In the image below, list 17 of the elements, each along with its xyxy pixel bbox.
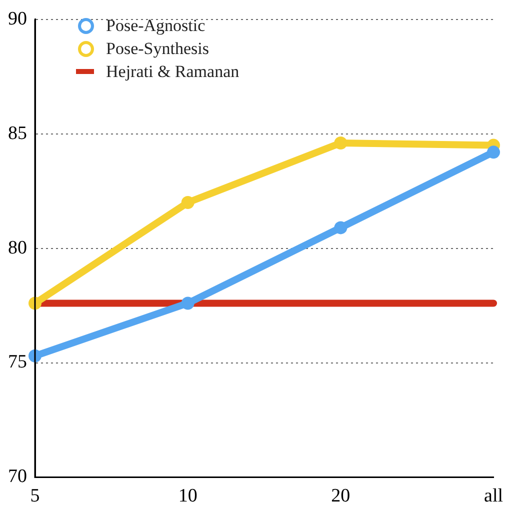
point	[181, 296, 194, 310]
x-tick-label: 20	[331, 486, 350, 507]
y-tick-label: 75	[8, 352, 27, 373]
legend-label: Pose-Synthesis	[106, 38, 209, 58]
y-tick-label: 90	[8, 8, 27, 30]
legend-label: Hejrati & Ramanan	[106, 62, 240, 82]
x-tick-label: 10	[178, 486, 198, 507]
point	[487, 146, 500, 159]
x-tick-label: all	[484, 486, 504, 507]
point	[181, 196, 194, 210]
y-tick-label: 85	[8, 122, 27, 144]
y-tick-label: 70	[8, 466, 27, 488]
point	[334, 221, 348, 234]
legend-label: Pose-Agnostic	[106, 16, 206, 36]
x-tick-label: 5	[30, 486, 40, 507]
y-tick-label: 80	[8, 237, 27, 258]
point	[334, 136, 348, 150]
